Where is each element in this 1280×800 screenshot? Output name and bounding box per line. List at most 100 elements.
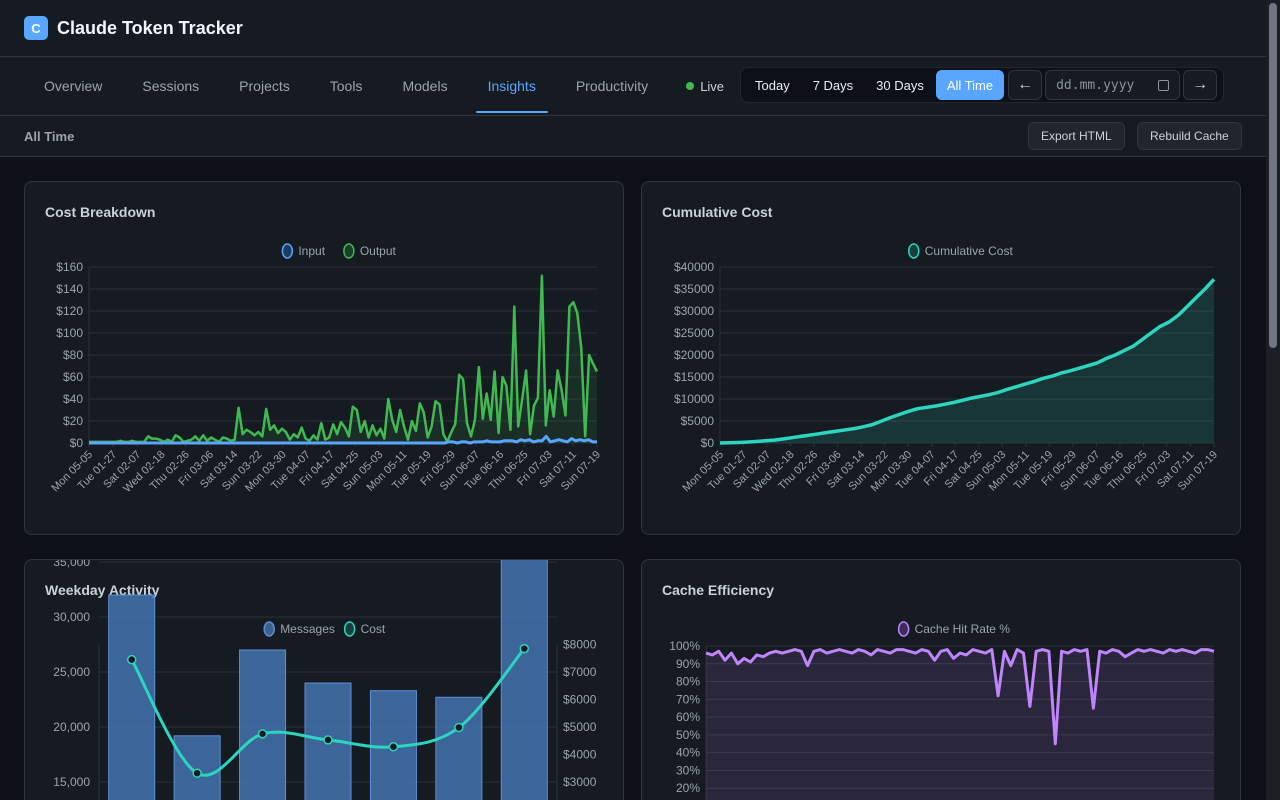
app-logo: C	[24, 16, 48, 40]
scrollbar-thumb[interactable]	[1269, 3, 1277, 348]
nav-bar: Overview Sessions Projects Tools Models …	[0, 57, 1266, 116]
cache-y-tick-label: 90%	[676, 657, 700, 671]
weekday-right-tick-label: $4000	[563, 748, 597, 762]
legend-label-output: Output	[360, 244, 397, 258]
weekday-left-tick-label: 35,000	[53, 560, 90, 569]
legend-label-cumulative: Cumulative Cost	[925, 244, 1014, 258]
weekday-right-tick-label: $8000	[563, 638, 597, 652]
weekday-left-tick-label: 20,000	[53, 720, 90, 734]
cost-point	[257, 729, 268, 739]
cache-y-tick-label: 60%	[676, 710, 700, 724]
cache-y-tick-label: 20%	[676, 781, 700, 795]
weekday-right-tick-label: $6000	[563, 693, 597, 707]
cache-efficiency-title: Cache Efficiency	[662, 582, 775, 598]
cumulative-y-tick-label: $30000	[674, 304, 714, 318]
cost-point	[126, 654, 137, 665]
app-title: Claude Token Tracker	[57, 17, 243, 38]
legend-swatch-input	[281, 243, 294, 259]
cost-breakdown-chart: Input Output $0 $20 $40 $60 $80 $100 $120 $140 $16…	[49, 243, 603, 495]
legend-swatch-cache	[897, 621, 910, 637]
range-all-time-button[interactable]: All Time	[935, 70, 1005, 100]
cost-y-tick-label: $80	[63, 348, 83, 362]
date-placeholder: dd.mm.yyyy	[1056, 77, 1135, 93]
weekday-activity-card: Weekday Activity Messages Cost 15,000 20,00…	[24, 559, 624, 800]
cost-y-tick-label: $160	[56, 260, 83, 274]
legend-swatch-cost	[343, 621, 356, 637]
messages-bar	[173, 735, 221, 800]
prev-arrow-button[interactable]: ←	[1008, 70, 1043, 100]
output-series-line	[89, 274, 599, 444]
range-30-days-button[interactable]: 30 Days	[876, 77, 924, 93]
nav-tabs: Overview Sessions Projects Tools Models …	[0, 57, 668, 115]
legend-label-input: Input	[298, 244, 325, 258]
tab-productivity[interactable]: Productivity	[575, 78, 649, 94]
cache-efficiency-chart: Cache Hit Rate %10%20%30%40%50%60%70%80%…	[669, 621, 1215, 800]
live-label: Live	[700, 78, 725, 94]
cache-y-tick-label: 30%	[676, 763, 700, 777]
cost-y-tick-label: $140	[56, 282, 83, 296]
live-indicator: Live	[686, 79, 724, 94]
cost-y-tick-label: $120	[56, 304, 83, 318]
cost-y-tick-label: $100	[56, 326, 83, 340]
legend-label-cost: Cost	[361, 622, 386, 636]
range-7-days-button[interactable]: 7 Days	[812, 77, 854, 93]
cumulative-y-tick-label: $5000	[681, 414, 715, 428]
rebuild-cache-button[interactable]: Rebuild Cache	[1137, 122, 1242, 150]
weekday-right-tick-label: $5000	[563, 720, 597, 734]
tab-tools[interactable]: Tools	[329, 78, 363, 94]
next-arrow-button[interactable]: →	[1183, 70, 1218, 100]
output-area	[89, 275, 597, 443]
cache-y-tick-label: 80%	[676, 675, 700, 689]
cache-area	[706, 649, 1214, 800]
calendar-icon[interactable]	[1158, 79, 1170, 91]
date-input[interactable]: dd.mm.yyyy	[1045, 70, 1181, 100]
cost-breakdown-card: Cost Breakdown Input Output $0 $20 $40 $60 $80…	[24, 181, 624, 535]
cumulative-y-tick-label: $15000	[674, 370, 714, 384]
cumulative-y-tick-label: $10000	[674, 392, 714, 406]
legend-swatch-cumulative	[908, 243, 920, 259]
weekday-right-tick-label: $7000	[563, 665, 597, 679]
cache-y-tick-label: 40%	[676, 746, 700, 760]
cumulative-cost-title: Cumulative Cost	[662, 204, 773, 220]
messages-bar	[239, 649, 287, 800]
live-dot-icon	[686, 82, 695, 90]
cost-breakdown-title: Cost Breakdown	[45, 204, 156, 220]
cost-y-tick-label: $60	[63, 370, 83, 384]
cache-y-tick-label: 50%	[676, 728, 700, 742]
cumulative-cost-card: Cumulative Cost Cumulative Cost $0 $5000 $1…	[641, 181, 1241, 535]
page-scrollbar[interactable]	[1266, 0, 1280, 800]
tab-overview[interactable]: Overview	[44, 78, 103, 94]
tab-sessions[interactable]: Sessions	[142, 78, 200, 94]
weekday-left-tick-label: 30,000	[53, 610, 90, 624]
weekday-activity-title: Weekday Activity	[45, 582, 160, 598]
weekday-left-tick-label: 15,000	[53, 775, 90, 789]
insights-content: Cost Breakdown Input Output $0 $20 $40 $60 $80…	[0, 157, 1266, 800]
input-series-line	[89, 434, 597, 445]
cost-y-tick-label: $40	[63, 392, 83, 406]
cost-y-tick-label: $0	[70, 436, 84, 450]
cumulative-area	[720, 279, 1214, 443]
app-header: C Claude Token Tracker	[0, 0, 1266, 57]
cost-y-tick-label: $20	[63, 414, 83, 428]
legend-label-cache: Cache Hit Rate %	[915, 622, 1011, 636]
date-range-selector: Today 7 Days 30 Days All Time ← dd.mm.yy…	[740, 67, 1225, 103]
range-today-button[interactable]: Today	[755, 77, 790, 93]
cumulative-y-tick-label: $25000	[674, 326, 714, 340]
tab-models[interactable]: Models	[402, 78, 448, 94]
cost-point	[323, 735, 333, 745]
cumulative-y-tick-label: $40000	[674, 260, 714, 274]
legend-swatch-output	[343, 243, 355, 259]
export-html-button[interactable]: Export HTML	[1028, 122, 1125, 150]
cumulative-cost-chart: Cumulative Cost $0 $5000 $10000 $15000 $20000…	[674, 243, 1220, 495]
legend-swatch-messages	[263, 621, 275, 637]
cost-point	[519, 643, 530, 654]
weekday-right-tick-label: $3000	[563, 775, 597, 789]
tab-projects[interactable]: Projects	[239, 78, 290, 94]
cache-y-tick-label: 100%	[669, 639, 700, 653]
cache-series-line	[705, 648, 1215, 746]
cost-point	[454, 722, 464, 733]
tab-insights[interactable]: Insights	[468, 57, 556, 115]
cost-point	[388, 742, 399, 752]
cache-y-tick-label: 70%	[676, 692, 700, 706]
